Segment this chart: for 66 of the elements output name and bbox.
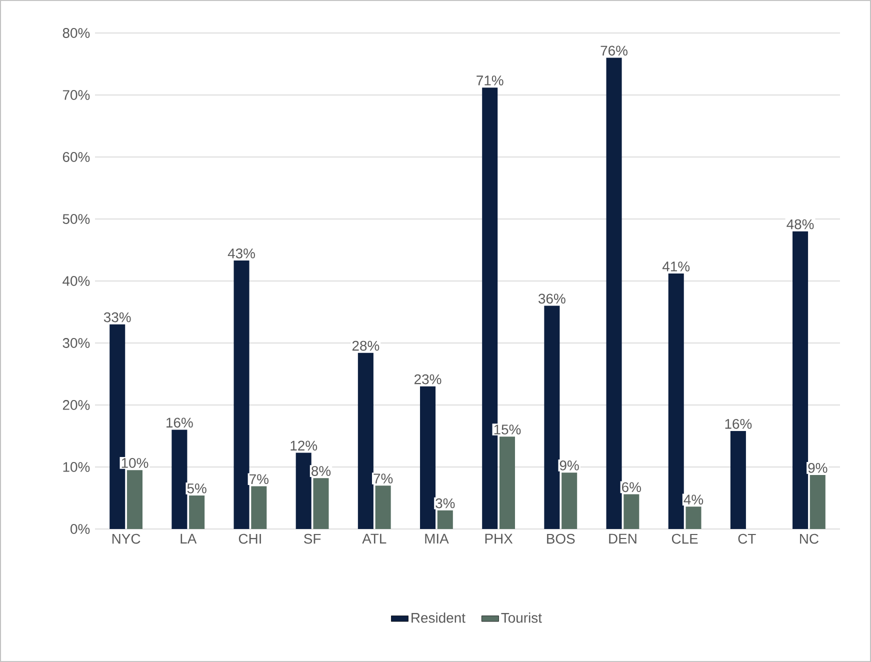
bar: [624, 494, 640, 529]
x-tick-label: CHI: [238, 534, 261, 544]
bar: [358, 352, 374, 529]
bar: [668, 274, 684, 529]
bar: [810, 475, 826, 529]
data-label: 16%: [725, 418, 752, 429]
x-tick-label: BOS: [547, 534, 575, 544]
y-tick-label: 50%: [62, 214, 90, 224]
legend-label: Tourist: [501, 612, 542, 623]
x-tick-label: ATL: [362, 534, 386, 544]
data-label: 16%: [166, 418, 193, 428]
y-tick-label: 10%: [63, 462, 90, 472]
x-tick-label: LA: [180, 534, 197, 544]
data-label: 41%: [662, 262, 690, 272]
data-label: 43%: [228, 248, 255, 258]
legend-label: Resident: [412, 612, 466, 623]
data-label: 12%: [290, 440, 318, 451]
bar: [234, 260, 250, 529]
x-tick-label: SF: [304, 534, 321, 544]
data-label: 48%: [786, 219, 814, 230]
data-label: 7%: [374, 474, 393, 484]
y-tick-label: 20%: [62, 400, 90, 410]
data-label: 4%: [684, 494, 704, 504]
bar: [420, 386, 436, 529]
bar: [189, 496, 205, 529]
x-tick-label: NYC: [112, 534, 140, 544]
data-label: 9%: [808, 462, 828, 473]
bar: [730, 431, 746, 529]
x-tick-label: DEN: [609, 534, 636, 544]
bar: [606, 58, 622, 529]
x-tick-label: CT: [738, 534, 756, 544]
y-tick-label: 0%: [70, 524, 90, 534]
bar: [375, 486, 391, 529]
data-label: 71%: [476, 76, 504, 86]
x-tick-label: PHX: [485, 534, 513, 544]
data-label: 8%: [312, 466, 331, 476]
x-tick-label: NC: [800, 534, 819, 544]
y-tick-label: 80%: [62, 28, 90, 38]
bar: [686, 506, 702, 529]
data-label: 9%: [560, 460, 579, 470]
data-label: 23%: [414, 374, 442, 384]
y-tick-label: 60%: [62, 152, 90, 162]
data-label: 3%: [436, 498, 455, 508]
bar: [499, 436, 515, 529]
data-label: 10%: [122, 458, 148, 468]
bar: [126, 470, 142, 529]
bar: [437, 510, 453, 529]
data-label: 33%: [104, 312, 131, 322]
x-tick-label: MIA: [425, 534, 449, 544]
bar: [792, 231, 808, 529]
data-label: 36%: [538, 294, 566, 304]
x-tick-label: CLE: [672, 534, 698, 544]
data-label: 28%: [352, 340, 380, 351]
data-label: 76%: [600, 46, 628, 56]
bar: [251, 486, 267, 529]
data-label: 15%: [494, 424, 521, 434]
y-tick-label: 70%: [62, 90, 90, 100]
bar: [313, 478, 329, 529]
data-label: 7%: [250, 474, 268, 484]
y-tick-label: 30%: [62, 338, 90, 348]
bar: [544, 306, 560, 529]
data-label: 6%: [622, 482, 641, 492]
bar: [562, 472, 578, 529]
data-label: 5%: [187, 483, 206, 494]
y-tick-label: 40%: [62, 276, 90, 286]
bar: [296, 452, 312, 529]
